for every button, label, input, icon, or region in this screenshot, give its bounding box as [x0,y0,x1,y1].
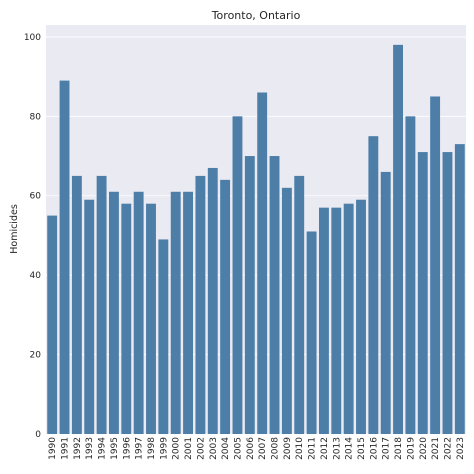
y-tick-label: 100 [24,33,41,43]
bar-2020 [417,152,428,434]
bar-2004 [220,179,231,434]
bar-2006 [244,156,255,435]
bar-1996 [121,203,132,434]
x-tick-label-2000: 2000 [172,437,182,460]
x-tick-label-1997: 1997 [135,437,145,460]
bar-2003 [207,167,218,434]
x-tick-label-1992: 1992 [73,437,83,460]
x-tick-label-2006: 2006 [246,437,256,460]
x-tick-label-1991: 1991 [61,437,71,460]
x-tick-labels: 1990 1991 1992 1993 1994 1995 1996 1997 1998 1999… [48,437,466,460]
x-tick-label-2003: 2003 [209,437,219,460]
y-tick-label: 40 [30,271,42,281]
bar-2017 [380,171,391,435]
x-tick-label-1990: 1990 [48,437,58,460]
x-tick-label-1996: 1996 [122,437,132,460]
bar-2018 [393,44,403,434]
y-tick-label: 20 [30,351,42,361]
bar-2002 [195,175,206,434]
bar-2013 [331,207,342,434]
bar-2014 [343,203,354,434]
x-tick-label-1995: 1995 [110,437,120,460]
bar-1992 [71,175,82,434]
x-tick-label-2012: 2012 [320,437,330,460]
x-tick-label-2001: 2001 [184,437,194,460]
x-tick-label-2004: 2004 [221,437,231,460]
bar-1994 [96,175,107,434]
x-tick-label-2017: 2017 [382,437,392,460]
x-tick-label-2005: 2005 [233,437,243,460]
x-tick-label-2014: 2014 [345,437,355,460]
x-tick-label-2007: 2007 [258,437,268,460]
x-tick-label-2008: 2008 [271,437,281,460]
x-tick-label-2016: 2016 [369,437,379,460]
bar-1997 [133,191,144,434]
bar-2012 [319,207,329,434]
bar-1995 [109,191,119,434]
y-tick-label: 0 [35,430,41,440]
bar-2016 [368,136,379,434]
bar-2007 [257,92,268,434]
bar-2010 [294,175,305,434]
bar-2001 [183,191,193,434]
bar-2005 [232,116,243,434]
bar-2021 [430,96,441,434]
y-tick-label: 80 [30,112,42,122]
y-tick-labels: 0 20 40 60 80 100 [24,33,41,440]
x-tick-label-1999: 1999 [159,437,169,460]
bar-1999 [158,239,169,434]
x-tick-label-1998: 1998 [147,437,157,460]
x-tick-label-2011: 2011 [308,437,318,460]
chart-title: Toronto, Ontario [211,9,301,22]
bar-2015 [356,199,366,434]
x-tick-label-2009: 2009 [283,437,293,460]
x-tick-label-1994: 1994 [98,437,108,460]
bar-1993 [84,199,95,434]
x-tick-label-2002: 2002 [196,437,206,460]
x-tick-label-2022: 2022 [443,437,453,460]
x-tick-label-2018: 2018 [394,437,404,460]
x-tick-label-1993: 1993 [85,437,95,460]
x-tick-label-2020: 2020 [419,437,429,460]
bar-1990 [47,215,58,434]
x-tick-label-2013: 2013 [332,437,342,460]
y-axis-label: Homicides [9,204,20,254]
bar-2009 [281,187,292,434]
x-tick-label-2010: 2010 [295,437,305,460]
x-tick-label-2019: 2019 [406,437,416,460]
bar-2011 [306,231,317,434]
x-tick-label-2015: 2015 [357,437,367,460]
x-tick-label-2023: 2023 [456,437,466,460]
y-tick-label: 60 [30,192,42,202]
bar-2008 [269,156,280,435]
bar-1991 [59,80,70,434]
x-tick-label-2021: 2021 [431,437,441,460]
bar-2022 [442,152,453,434]
bar-2023 [454,144,465,434]
bar-2000 [170,191,181,434]
bar-1998 [146,203,156,434]
bar-2019 [405,116,416,434]
bars [47,44,465,435]
